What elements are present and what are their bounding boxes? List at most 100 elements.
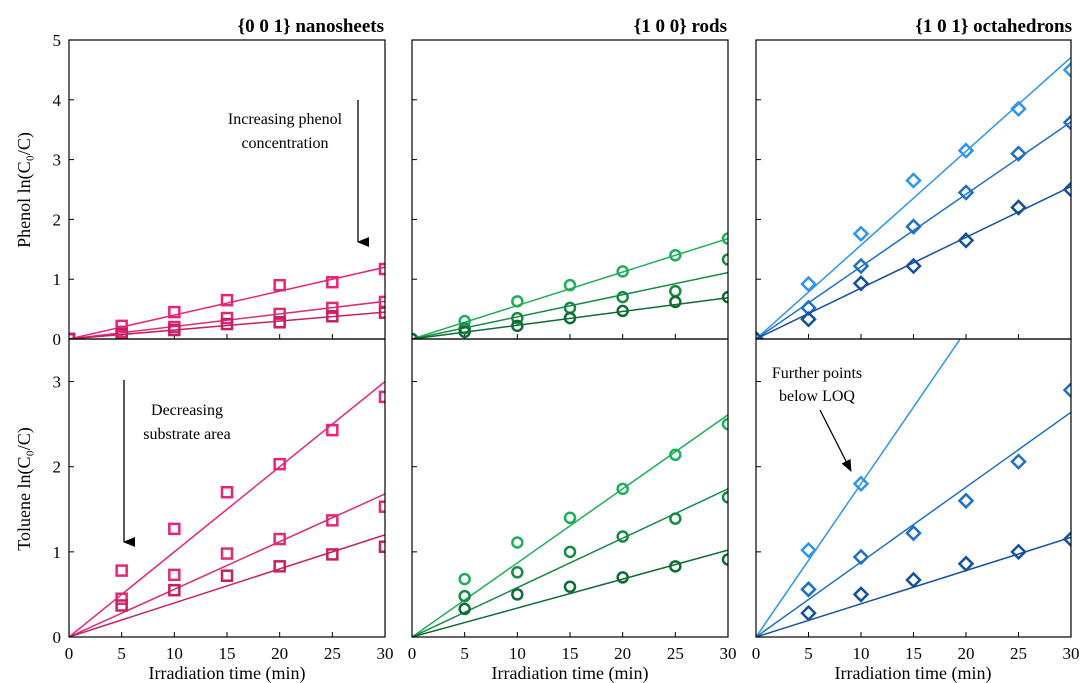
data-point [458,602,471,616]
data-point [852,548,870,566]
x-tick-label: 20 [271,644,288,663]
fit-line [756,56,1071,339]
y-tick-label: 0 [53,330,62,349]
data-point [721,232,728,245]
data-point [669,284,682,298]
data-point [326,275,339,289]
data-point [458,572,471,586]
data-point [957,555,975,573]
x-tick-label: 30 [720,644,737,663]
data-point [905,172,922,189]
x-tick-label: 25 [667,644,684,663]
data-point [756,330,765,339]
data-point [563,311,577,325]
data-point [852,257,870,275]
data-point [905,571,922,589]
series-2 [69,306,385,339]
data-point [563,278,577,292]
fit-line [69,311,385,339]
data-point [669,512,682,525]
data-point [220,317,234,331]
data-point [168,323,181,337]
plot-frame [755,338,1072,638]
data-point [511,588,524,601]
annotation-loq-line1: Further points [772,365,862,382]
data-point [326,514,339,527]
panel-title-nanosheets: {0 0 1} nanosheets [238,16,384,37]
data-point [273,457,286,471]
x-tick-label: 15 [562,644,579,663]
data-point [220,569,234,582]
x-axis-title-rods: Irradiation time (min) [492,663,649,683]
data-point [669,249,682,262]
data-point [458,589,471,603]
series-1 [756,381,1071,637]
data-point [616,290,629,304]
x-tick-label: 0 [752,644,761,663]
series-1 [756,114,1071,339]
data-point [852,275,870,292]
data-point [511,311,524,325]
x-tick-label: 25 [1010,644,1027,663]
data-point [273,560,286,573]
y-tick-label: 5 [53,31,62,50]
y-axis-title-toluene: Toluene ln(C₀/C) [14,427,35,551]
y-tick-label: 3 [53,151,62,170]
fit-line [412,549,728,637]
data-point [563,301,577,315]
data-point [852,225,870,243]
data-point [957,184,975,201]
data-point [563,545,577,559]
data-point [220,547,234,560]
x-tick-label: 20 [958,644,975,663]
series-2 [756,530,1071,637]
fit-line [756,339,962,637]
x-tick-label: 10 [166,644,183,663]
data-point [563,580,577,594]
data-point [168,522,181,536]
series-0 [756,339,962,637]
data-point [721,290,728,304]
data-point [220,486,234,499]
data-point [168,568,181,582]
x-tick-label: 0 [408,644,417,663]
data-point [852,475,870,493]
data-point [511,319,524,333]
y-tick-label: 1 [53,543,62,562]
data-point [852,586,870,603]
series-2 [69,534,385,637]
data-point [1010,453,1027,470]
series-2 [412,549,728,637]
panel-toluene-octahedrons: 0 5 10 15 20 25 30 [752,338,1080,663]
data-point [800,604,817,622]
series-0 [412,232,728,339]
series-2 [756,181,1071,339]
data-point [616,265,629,278]
series-1 [69,493,385,637]
data-point [1062,181,1071,198]
data-point [669,448,682,462]
data-point [511,536,524,549]
data-point [1010,543,1027,561]
data-point [905,257,922,275]
fit-line [69,493,385,637]
data-point [168,305,181,319]
panel-title-rods: {1 0 0} rods [634,16,727,37]
data-point [616,530,629,543]
y-tick-label: 3 [53,373,62,392]
data-point [800,310,817,328]
data-point [326,423,339,437]
data-point [800,541,817,559]
data-point [957,142,975,159]
x-tick-label: 5 [117,644,126,663]
data-point [1062,530,1071,548]
data-point [905,524,922,542]
x-axis-title-octahedrons: Irradiation time (min) [835,663,992,683]
x-tick-label: 15 [905,644,922,663]
panel-title-octahedrons: {1 0 1} octahedrons [915,16,1072,37]
panel-phenol-rods [411,39,729,340]
data-point [115,599,128,612]
y-tick-label: 0 [53,628,62,647]
data-point [273,278,286,292]
